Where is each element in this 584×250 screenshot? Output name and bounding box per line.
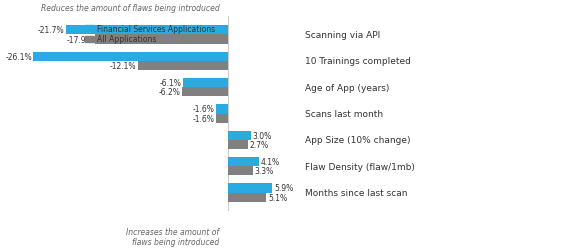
Text: Age of App (years): Age of App (years)	[305, 83, 390, 92]
Bar	[228, 131, 251, 140]
Text: 10 Trainings completed: 10 Trainings completed	[305, 57, 411, 66]
Bar	[228, 140, 249, 149]
Text: -6.2%: -6.2%	[159, 88, 180, 97]
Bar	[33, 52, 228, 62]
Text: -17.9%: -17.9%	[67, 36, 93, 44]
Text: Reduces the amount of flaws being introduced: Reduces the amount of flaws being introd…	[41, 4, 220, 13]
Text: -21.7%: -21.7%	[38, 26, 65, 35]
Text: -26.1%: -26.1%	[5, 52, 32, 62]
Text: Scans last month: Scans last month	[305, 110, 384, 118]
Text: -6.1%: -6.1%	[159, 79, 181, 88]
Text: Months since last scan: Months since last scan	[305, 188, 408, 197]
Bar	[216, 114, 228, 123]
Text: -1.6%: -1.6%	[193, 114, 215, 123]
Text: 4.1%: 4.1%	[260, 158, 280, 166]
Text: Increases the amount of
flaws being introduced: Increases the amount of flaws being intr…	[126, 227, 220, 246]
Text: 3.0%: 3.0%	[252, 131, 272, 140]
Text: App Size (10% change): App Size (10% change)	[305, 136, 411, 145]
Bar	[138, 62, 228, 71]
Text: 3.3%: 3.3%	[255, 167, 274, 175]
Bar	[228, 166, 253, 176]
Text: Scanning via API: Scanning via API	[305, 31, 381, 40]
Bar	[228, 157, 259, 166]
Text: Flaw Density (flaw/1mb): Flaw Density (flaw/1mb)	[305, 162, 415, 171]
Bar	[228, 193, 266, 202]
Text: 2.7%: 2.7%	[250, 140, 269, 149]
Bar	[95, 35, 228, 44]
Text: 5.1%: 5.1%	[268, 193, 287, 202]
Legend: Financial Services Applications, All Applications: Financial Services Applications, All App…	[85, 25, 215, 44]
Bar	[228, 184, 272, 193]
Text: -12.1%: -12.1%	[110, 62, 137, 71]
Text: -1.6%: -1.6%	[193, 105, 215, 114]
Bar	[216, 105, 228, 114]
Bar	[182, 88, 228, 97]
Bar	[183, 78, 228, 88]
Bar	[66, 26, 228, 35]
Text: 5.9%: 5.9%	[274, 184, 293, 193]
